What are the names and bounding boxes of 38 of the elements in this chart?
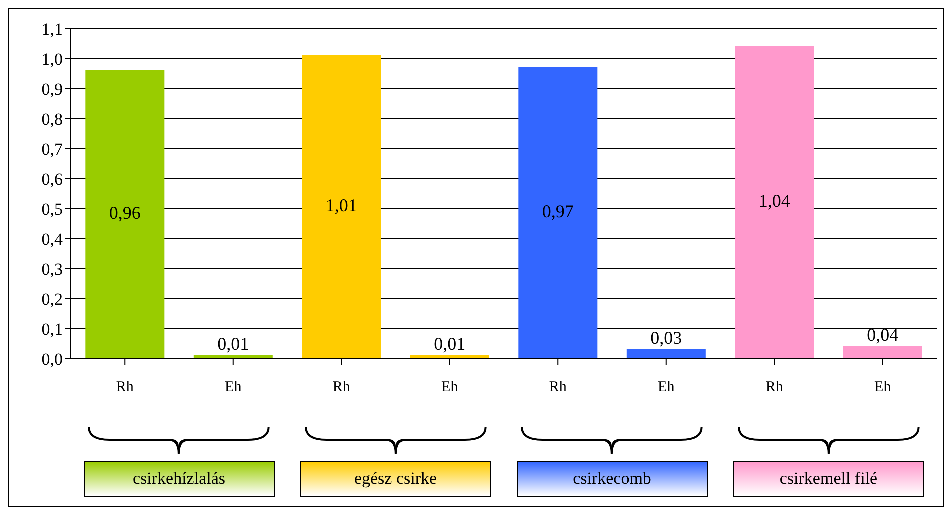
bar <box>518 68 598 359</box>
x-tick-label: Rh <box>332 380 351 396</box>
x-tick-label: Eh <box>442 380 459 396</box>
data-label: 1,01 <box>326 196 358 216</box>
y-tick-label: 0,8 <box>42 110 63 130</box>
y-tick-label: 0,2 <box>42 290 63 310</box>
x-tick-label: Rh <box>766 380 784 396</box>
y-tick-label: 1,0 <box>42 50 63 70</box>
data-label: 0,96 <box>109 203 141 224</box>
bar <box>86 70 165 359</box>
y-tick-label: 0,7 <box>42 140 64 160</box>
data-label: 0,97 <box>542 202 574 222</box>
text: csirkemell filé <box>780 469 878 489</box>
data-label: 0,01 <box>434 334 466 354</box>
data-label: 0,03 <box>650 328 682 348</box>
text: csirkehízlalás <box>132 469 226 489</box>
bar <box>302 56 382 359</box>
text: csirkecomb <box>573 469 652 489</box>
y-tick-label: 1,1 <box>42 20 63 40</box>
data-label: 0,04 <box>867 325 899 345</box>
bar <box>626 350 706 359</box>
x-tick-label: Eh <box>225 380 242 396</box>
text: egész csirke <box>354 469 438 489</box>
data-label: 1,04 <box>758 191 790 212</box>
data-label: 0,01 <box>218 334 250 354</box>
y-tick-label: 0,0 <box>42 350 63 370</box>
y-tick-label: 0,5 <box>42 200 63 220</box>
bar <box>843 346 922 359</box>
y-tick-label: 0,4 <box>42 230 64 250</box>
y-tick-label: 0,9 <box>42 80 63 100</box>
x-tick-label: Rh <box>549 380 568 396</box>
y-tick-label: 0,6 <box>42 170 63 190</box>
x-tick-label: Eh <box>658 380 676 396</box>
y-tick-label: 0,1 <box>42 320 63 340</box>
x-tick-label: Eh <box>874 380 892 396</box>
y-tick-label: 0,3 <box>42 260 63 280</box>
bar <box>735 46 814 359</box>
x-tick-label: Rh <box>116 380 134 396</box>
